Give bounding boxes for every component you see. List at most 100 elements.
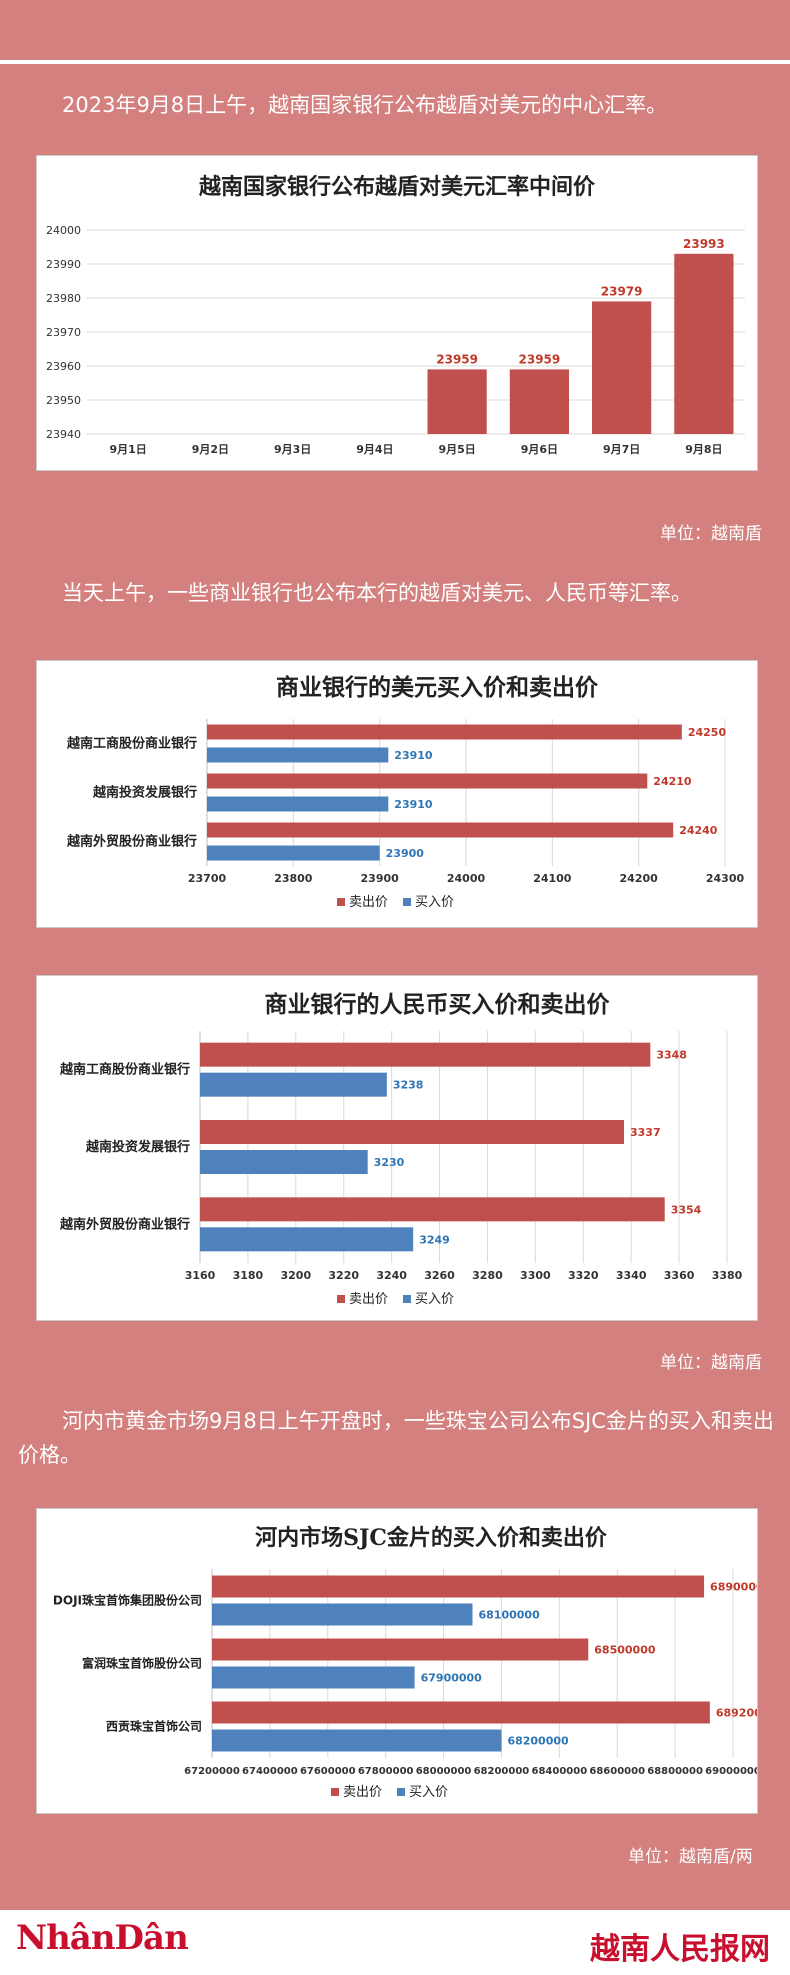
x-tick-label: 67400000 [242,1766,298,1777]
x-tick-label: 3360 [664,1269,695,1282]
category-label: 富润珠宝首饰股份公司 [82,1656,202,1671]
x-tick-label: 3380 [712,1269,743,1282]
x-tick-label: 67200000 [184,1766,240,1777]
y-tick-label: 23970 [46,326,81,339]
x-tick-label: 9月1日 [109,443,146,456]
x-tick-label: 68400000 [531,1766,587,1777]
x-tick-label: 23800 [274,872,313,885]
central-rate-chart: 越南国家银行公布越盾对美元汇率中间价 23940 23950 23960 23970 23… [46,174,745,456]
y-tick-label: 23990 [46,258,81,271]
chart-title: 商业银行的美元买入价和卖出价 [276,674,599,701]
x-tick-label: 67800000 [358,1766,414,1777]
x-tick-label: 3220 [328,1269,359,1282]
data-label: 68500000 [594,1644,656,1657]
bar [427,369,487,434]
footer-bar: NhânDân 越南人民报网 [0,1910,790,1975]
x-tick-label: 67600000 [300,1766,356,1777]
y-tick-label: 24000 [46,224,81,237]
x-tick-label: 23700 [188,872,227,885]
data-label: 68200000 [507,1735,569,1748]
data-label: 23993 [683,237,725,251]
bar [212,1575,705,1598]
bar [207,845,380,861]
legend-label: 卖出价 [349,895,388,910]
data-label: 3249 [419,1233,450,1246]
bar [212,1603,473,1626]
data-label: 68900000 [710,1581,757,1594]
gold-paragraph: 河内市黄金市场9月8日上午开盘时，一些珠宝公司公布SJC金片的买入和卖出价格。 [18,1409,774,1467]
top-divider [0,60,790,64]
data-label: 24210 [653,775,692,788]
legend-label: 买入价 [415,895,454,910]
bar [200,1197,665,1222]
data-label: 3337 [630,1126,661,1139]
x-tick-label: 3160 [185,1269,216,1282]
x-tick-label: 3280 [472,1269,503,1282]
bar [207,724,682,740]
y-tick-label: 23940 [46,428,81,441]
data-label: 3348 [656,1049,687,1062]
x-tick-label: 3180 [233,1269,264,1282]
chart-title: 河内市场SJC金片的买入价和卖出价 [255,1525,608,1551]
category-label: 越南投资发展银行 [85,1139,190,1155]
data-label: 67900000 [421,1672,483,1685]
unit-label-3: 单位：越南盾/两 [628,1847,753,1867]
data-label: 68920000 [716,1707,757,1720]
data-label: 3238 [393,1079,424,1092]
bar [212,1701,710,1724]
x-tick-label: 24000 [447,872,486,885]
bar [207,822,674,838]
x-tick-label: 3300 [520,1269,551,1282]
category-label: 西贡珠宝首饰公司 [106,1719,202,1734]
legend-swatch [397,1788,405,1796]
legend-swatch [337,1295,345,1303]
data-label: 23900 [386,847,425,860]
category-label: DOJI珠宝首饰集团股份公司 [53,1593,202,1608]
data-label: 23979 [601,284,643,298]
x-tick-label: 3320 [568,1269,599,1282]
bar [207,773,648,789]
chart-title: 商业银行的人民币买入价和卖出价 [265,991,611,1018]
data-label: 3230 [374,1156,405,1169]
bar [200,1120,624,1144]
x-tick-label: 9月7日 [603,443,640,456]
data-label: 24250 [688,726,727,739]
x-tick-label: 3200 [281,1269,312,1282]
category-label: 越南外贸股份商业银行 [66,834,197,850]
data-label: 23959 [436,352,478,366]
data-label: 24240 [679,824,718,837]
legend-label: 买入价 [409,1785,448,1800]
data-label: 3354 [671,1203,702,1216]
x-tick-label: 3240 [376,1269,407,1282]
y-tick-label: 23980 [46,292,81,305]
data-label: 68100000 [479,1609,541,1622]
x-tick-label: 9月5日 [438,443,475,456]
x-tick-label: 3340 [616,1269,647,1282]
nhandan-logo[interactable]: NhânDân [16,1918,189,1958]
category-label: 越南外贸股份商业银行 [59,1216,190,1232]
chart-card-gold: 河内市场SJC金片的买入价和卖出价 67200000 67400000 6760000… [36,1508,758,1814]
legend-label: 买入价 [415,1292,454,1307]
bar [200,1150,368,1174]
bar [212,1638,589,1661]
x-tick-label: 68800000 [647,1766,703,1777]
category-label: 越南工商股份商业银行 [66,736,197,752]
legend-label: 卖出价 [349,1292,388,1307]
chart-card-central-rate: 越南国家银行公布越盾对美元汇率中间价 23940 23950 23960 23970 23… [36,155,758,471]
bar [509,369,569,434]
site-name-logo[interactable]: 越南人民报网 [590,1932,770,1967]
x-tick-label: 24300 [706,872,745,885]
intro-paragraph: 2023年9月8日上午，越南国家银行公布越盾对美元的中心汇率。 [62,93,668,117]
bar [674,253,734,434]
data-label: 23959 [519,352,561,366]
x-tick-label: 23900 [361,872,400,885]
legend-swatch [337,898,345,906]
bar [212,1729,502,1752]
legend-swatch [331,1788,339,1796]
bar [200,1227,414,1252]
banks-paragraph: 当天上午，一些商业银行也公布本行的越盾对美元、人民币等汇率。 [62,581,692,605]
x-tick-label: 24200 [620,872,659,885]
category-label: 越南投资发展银行 [92,785,197,801]
chart-title: 越南国家银行公布越盾对美元汇率中间价 [198,174,596,200]
bar [592,301,652,434]
